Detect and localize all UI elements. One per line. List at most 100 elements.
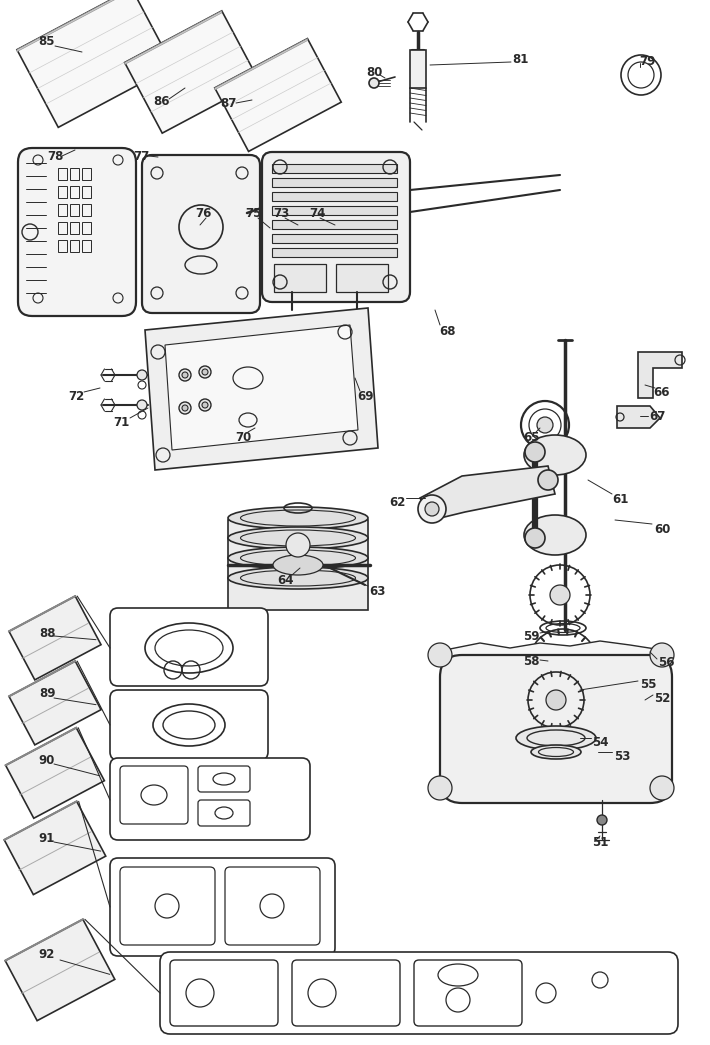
Text: 64: 64 (277, 574, 293, 586)
Bar (82, 204, 91, 216)
Circle shape (650, 776, 674, 800)
Text: 85: 85 (38, 34, 54, 47)
Circle shape (425, 502, 439, 516)
Ellipse shape (516, 726, 596, 750)
Text: 60: 60 (654, 522, 670, 535)
Circle shape (428, 776, 452, 800)
Circle shape (538, 470, 558, 490)
Text: 91: 91 (39, 832, 55, 844)
Circle shape (202, 369, 208, 375)
Circle shape (199, 366, 211, 378)
Circle shape (546, 690, 566, 710)
Bar (82, 222, 91, 234)
Circle shape (549, 649, 577, 677)
Bar (272, 220, 397, 229)
Polygon shape (145, 308, 378, 470)
Text: 66: 66 (654, 386, 670, 398)
Text: 89: 89 (39, 687, 55, 699)
Polygon shape (5, 920, 115, 1021)
Circle shape (286, 533, 310, 557)
FancyBboxPatch shape (18, 148, 136, 316)
Text: 54: 54 (591, 736, 608, 748)
Text: 55: 55 (640, 677, 656, 691)
Text: 80: 80 (366, 66, 382, 78)
Circle shape (418, 495, 446, 522)
Polygon shape (17, 0, 173, 127)
Text: 75: 75 (245, 207, 261, 219)
Bar (272, 192, 397, 201)
Text: 81: 81 (512, 52, 528, 66)
Ellipse shape (531, 745, 581, 759)
Ellipse shape (228, 547, 368, 568)
Text: 72: 72 (68, 390, 84, 402)
Text: 88: 88 (39, 627, 55, 640)
Circle shape (202, 402, 208, 408)
FancyBboxPatch shape (440, 655, 672, 803)
Text: 86: 86 (153, 94, 169, 108)
Polygon shape (228, 520, 368, 610)
Polygon shape (6, 727, 104, 818)
Circle shape (650, 643, 674, 667)
Text: 77: 77 (133, 149, 149, 163)
Bar (272, 234, 397, 243)
Bar (82, 186, 91, 198)
Ellipse shape (273, 555, 323, 575)
Bar (58, 168, 67, 180)
Text: 58: 58 (523, 654, 540, 668)
Text: 92: 92 (39, 949, 55, 961)
Bar (58, 240, 67, 252)
Polygon shape (214, 39, 307, 90)
Circle shape (137, 370, 147, 380)
FancyBboxPatch shape (110, 858, 335, 956)
Circle shape (182, 372, 188, 378)
Bar (70, 168, 79, 180)
Text: 76: 76 (195, 207, 211, 219)
Polygon shape (9, 596, 101, 680)
Circle shape (597, 815, 607, 825)
Polygon shape (9, 661, 101, 745)
Ellipse shape (228, 567, 368, 589)
FancyBboxPatch shape (110, 758, 310, 840)
Text: 79: 79 (639, 54, 655, 68)
Polygon shape (4, 802, 106, 895)
Polygon shape (17, 0, 132, 51)
Polygon shape (617, 407, 660, 428)
Polygon shape (214, 39, 342, 152)
Bar (82, 168, 91, 180)
Text: 90: 90 (39, 753, 55, 766)
Circle shape (428, 643, 452, 667)
Text: 61: 61 (612, 492, 628, 506)
Text: 71: 71 (113, 416, 129, 428)
Bar (58, 222, 67, 234)
Polygon shape (125, 10, 222, 65)
Bar (336, 264, 388, 292)
Circle shape (550, 585, 570, 605)
Text: 62: 62 (389, 495, 405, 509)
Bar (58, 204, 67, 216)
Text: 53: 53 (614, 749, 630, 763)
Bar (410, 50, 426, 88)
Ellipse shape (228, 527, 368, 549)
Text: 68: 68 (439, 325, 455, 338)
Circle shape (276, 193, 288, 205)
Text: 70: 70 (235, 431, 251, 443)
Text: 65: 65 (523, 431, 540, 443)
Polygon shape (125, 10, 259, 133)
Bar (272, 164, 397, 173)
Ellipse shape (524, 515, 586, 555)
Circle shape (525, 442, 545, 462)
Text: 51: 51 (592, 836, 608, 850)
Polygon shape (638, 352, 682, 398)
Polygon shape (165, 325, 358, 450)
FancyBboxPatch shape (160, 952, 678, 1034)
Bar (272, 248, 397, 257)
Bar (70, 204, 79, 216)
Text: 59: 59 (523, 629, 540, 643)
Circle shape (537, 417, 553, 433)
FancyBboxPatch shape (262, 152, 410, 302)
Circle shape (525, 528, 545, 548)
Circle shape (199, 399, 211, 411)
Circle shape (179, 369, 191, 381)
Circle shape (182, 405, 188, 411)
Polygon shape (442, 641, 668, 764)
